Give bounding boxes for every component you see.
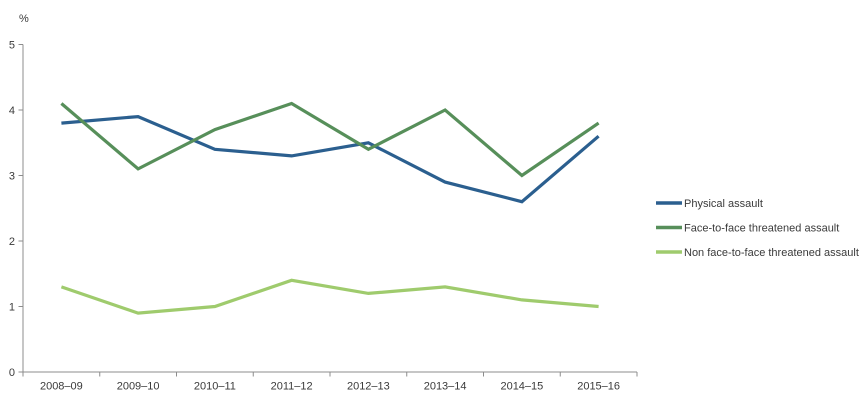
y-tick-label: 3 (9, 171, 15, 183)
y-tick-label: 1 (9, 302, 15, 314)
y-tick-label: 2 (9, 236, 15, 248)
legend-label-face-to-face-threatened-assault: Face-to-face threatened assault (684, 223, 839, 235)
legend-label-non-face-to-face-threatened-assault: Non face-to-face threatened assault (684, 247, 859, 259)
y-tick-label: 4 (9, 105, 15, 117)
x-tick-label: 2009–10 (117, 381, 160, 393)
y-tick-label: 5 (9, 40, 15, 52)
x-tick-label: 2008–09 (40, 381, 83, 393)
series-line-physical-assault (61, 114, 600, 204)
x-tick-label: 2015–16 (577, 381, 620, 393)
x-tick-label: 2012–13 (347, 381, 390, 393)
series-line-face-to-face-threatened-assault (60, 101, 600, 178)
x-tick-label: 2011–12 (271, 381, 313, 393)
y-tick-label: 0 (9, 367, 15, 379)
legend-label-physical-assault: Physical assault (684, 198, 763, 210)
x-tick-label: 2010–11 (194, 381, 236, 393)
x-tick-label: 2014–15 (500, 381, 543, 393)
x-tick-label: 2013–14 (424, 381, 467, 393)
series-line-non-face-to-face-threatened-assault (60, 278, 599, 315)
y-axis-unit-label: % (19, 13, 29, 25)
